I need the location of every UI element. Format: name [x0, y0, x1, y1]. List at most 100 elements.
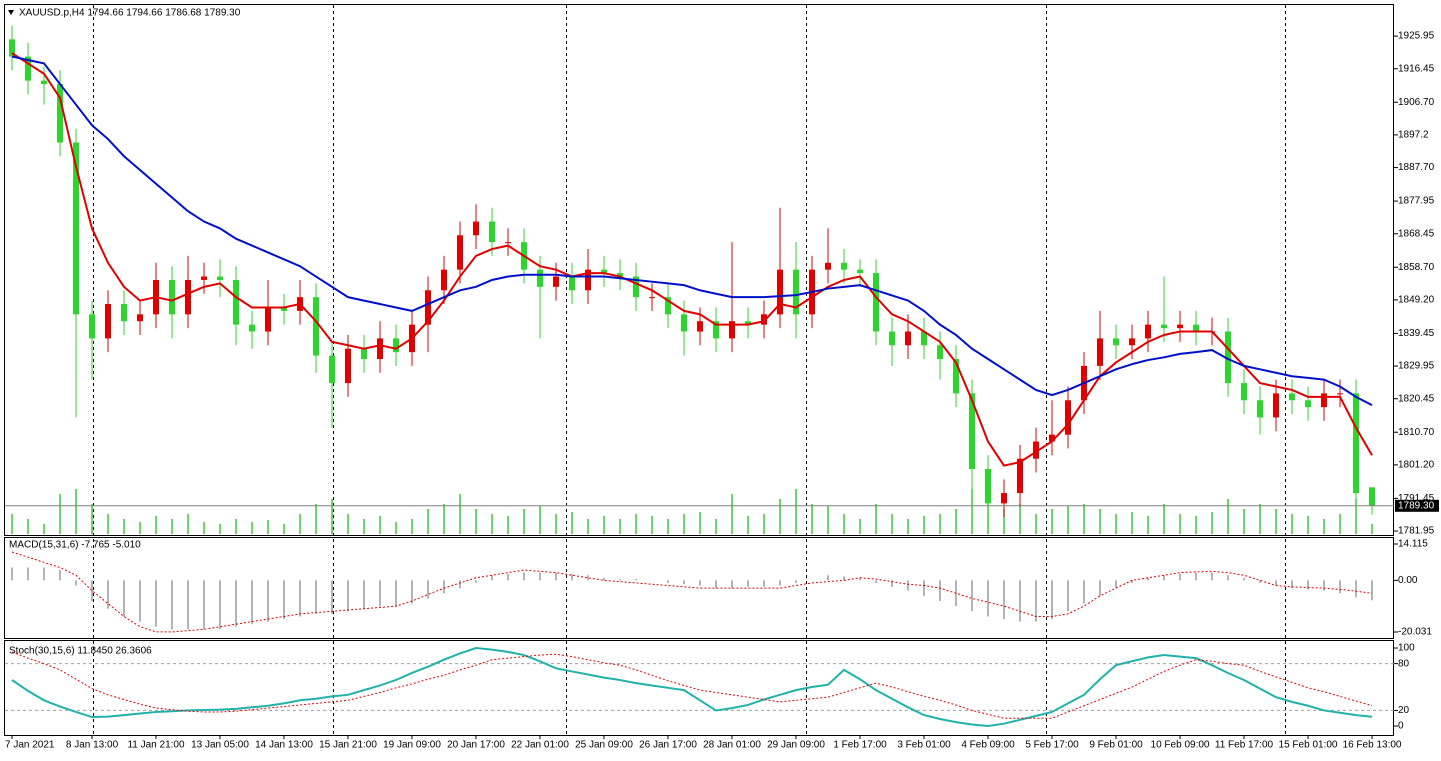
candle-body — [441, 269, 447, 291]
candle-body — [665, 297, 671, 315]
y-tick-label: 1810.70 — [1398, 427, 1435, 438]
candle-body — [1337, 393, 1343, 395]
candle-body — [953, 359, 959, 394]
candle-body — [649, 297, 655, 299]
candle-body — [793, 269, 799, 315]
y-tick-label: 1820.45 — [1398, 393, 1435, 404]
candle-body — [585, 269, 591, 291]
candle-body — [713, 321, 719, 339]
x-tick-label: 15 Feb 01:00 — [1279, 740, 1338, 751]
x-tick-label: 19 Jan 09:00 — [383, 740, 441, 751]
x-tick-label: 10 Feb 09:00 — [1151, 740, 1210, 751]
y-tick-label: 1839.45 — [1398, 328, 1435, 339]
candle-body — [249, 324, 255, 332]
candle-body — [457, 235, 463, 270]
candle-body — [41, 80, 47, 85]
candle-body — [745, 321, 751, 325]
candle-body — [841, 262, 847, 270]
y-tick-label: 1916.45 — [1398, 63, 1435, 74]
macd-title: MACD(15,31,6) -7.765 -5.010 — [9, 540, 141, 551]
candle-body — [601, 269, 607, 274]
candle-body — [681, 314, 687, 332]
candle-body — [1033, 441, 1039, 459]
x-tick-label: 20 Jan 17:00 — [447, 740, 505, 751]
x-tick-label: 3 Feb 01:00 — [897, 740, 951, 751]
y-tick-label: 0.00 — [1398, 575, 1418, 586]
last-price-label: 1789.30 — [1398, 500, 1435, 511]
y-tick-label: 1897.2 — [1398, 130, 1429, 141]
y-tick-label: 1781.95 — [1398, 526, 1435, 537]
candle-body — [1273, 393, 1279, 418]
candle-body — [1305, 400, 1311, 408]
y-tick-label: 1925.95 — [1398, 31, 1435, 42]
x-tick-label: 22 Jan 01:00 — [511, 740, 569, 751]
candle-body — [1241, 383, 1247, 401]
x-tick-label: 14 Jan 13:00 — [255, 740, 313, 751]
x-tick-label: 13 Jan 05:00 — [191, 740, 249, 751]
candle-body — [1353, 393, 1359, 494]
candle-body — [57, 84, 63, 143]
candle-body — [9, 39, 15, 57]
stoch-title: Stoch(30,15,6) 11.8450 26.3606 — [9, 646, 152, 657]
candle-body — [697, 321, 703, 332]
candle-body — [1225, 331, 1231, 384]
menu-arrow[interactable] — [8, 10, 14, 15]
candle-body — [1193, 324, 1199, 332]
candle-body — [1177, 324, 1183, 329]
last-price-box — [1395, 499, 1439, 512]
candle-body — [265, 307, 271, 332]
x-tick-label: 29 Jan 09:00 — [767, 740, 825, 751]
candle-body — [553, 276, 559, 287]
y-tick-label: 1858.70 — [1398, 262, 1435, 273]
x-tick-label: 28 Jan 01:00 — [703, 740, 761, 751]
candle-body — [73, 142, 79, 315]
candle-body — [1369, 487, 1375, 506]
moving-average — [11, 52, 1373, 467]
x-tick-label: 8 Jan 13:00 — [66, 740, 119, 751]
x-tick-label: 25 Jan 09:00 — [575, 740, 633, 751]
candle-body — [393, 338, 399, 353]
x-tick-label: 7 Jan 2021 — [5, 740, 55, 751]
moving-average — [11, 55, 1373, 406]
candle-body — [1097, 338, 1103, 366]
candle-body — [857, 269, 863, 274]
y-tick-label: 1906.70 — [1398, 97, 1435, 108]
candle-body — [985, 469, 991, 504]
candle-body — [617, 273, 623, 277]
x-tick-label: 16 Feb 13:00 — [1343, 740, 1402, 751]
candle-body — [329, 355, 335, 384]
candle-body — [1001, 493, 1007, 504]
candle-body — [1145, 324, 1151, 339]
candle-body — [505, 242, 511, 244]
candle-body — [761, 314, 767, 325]
candle-body — [345, 348, 351, 384]
x-tick-label: 15 Jan 21:00 — [319, 740, 377, 751]
y-tick-label: 0 — [1398, 721, 1404, 732]
candle-body — [1065, 400, 1071, 435]
y-tick-label: 20 — [1398, 705, 1410, 716]
candle-body — [1161, 324, 1167, 329]
candle-body — [137, 314, 143, 322]
y-tick-label: 14.115 — [1398, 539, 1428, 550]
x-tick-label: 5 Feb 17:00 — [1025, 740, 1079, 751]
candle-body — [825, 262, 831, 270]
x-tick-label: 9 Feb 01:00 — [1089, 740, 1143, 751]
candle-body — [473, 221, 479, 236]
x-tick-label: 11 Jan 21:00 — [127, 740, 185, 751]
candle-body — [1257, 400, 1263, 418]
y-tick-label: 100 — [1398, 643, 1415, 654]
candle-body — [185, 279, 191, 315]
candle-body — [1129, 338, 1135, 346]
candle-body — [873, 273, 879, 332]
candle-body — [89, 314, 95, 339]
candle-body — [633, 276, 639, 298]
y-tick-label: -20.031 — [1398, 627, 1432, 638]
y-tick-label: 1829.95 — [1398, 361, 1435, 372]
stoch-main — [11, 647, 1373, 728]
candle-body — [1017, 458, 1023, 494]
candle-body — [889, 331, 895, 346]
candle-body — [105, 304, 111, 339]
candle-body — [201, 276, 207, 280]
x-tick-label: 11 Feb 17:00 — [1215, 740, 1274, 751]
